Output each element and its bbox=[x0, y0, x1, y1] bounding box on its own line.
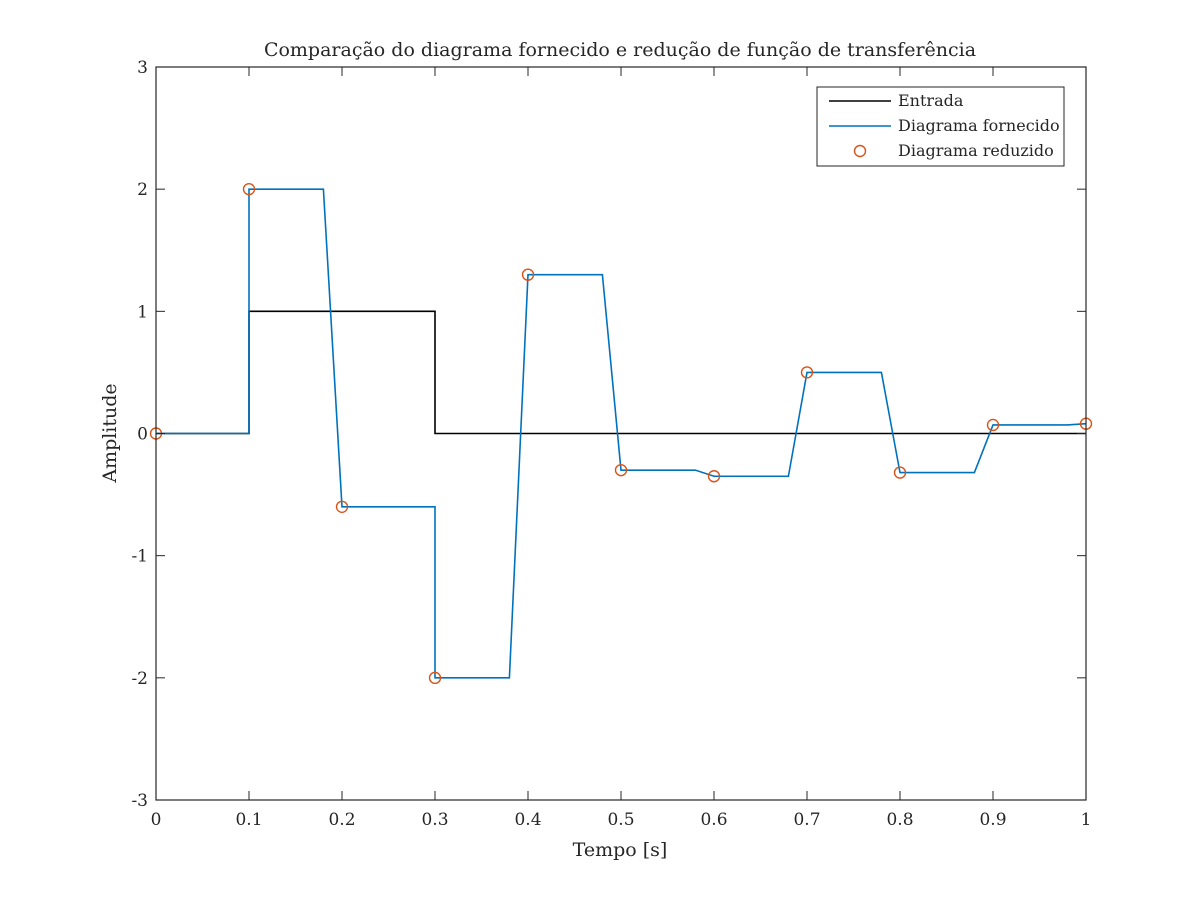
y-tick-label: 0 bbox=[137, 425, 148, 445]
x-tick-label: 0.9 bbox=[979, 810, 1006, 830]
x-tick-label: 0.2 bbox=[328, 810, 355, 830]
y-tick-label: 3 bbox=[137, 58, 148, 78]
data-point-diagrama-reduzido bbox=[521, 268, 535, 281]
y-tick-label: -2 bbox=[131, 669, 148, 689]
data-point-diagrama-reduzido bbox=[614, 463, 628, 477]
y-axis-label: Amplitude bbox=[99, 383, 121, 483]
chart-title: Comparação do diagrama fornecido e reduç… bbox=[264, 39, 976, 61]
x-tick-label: 0.4 bbox=[514, 810, 541, 830]
series-line-diagrama-fornecido bbox=[156, 188, 1087, 679]
x-axis-label: Tempo [s] bbox=[573, 839, 668, 861]
data-point-diagrama-reduzido bbox=[893, 466, 907, 479]
data-point-diagrama-reduzido bbox=[242, 182, 256, 196]
x-tick-label: 0.8 bbox=[886, 810, 913, 830]
legend-label-diagrama-reduzido: Diagrama reduzido bbox=[898, 141, 1054, 160]
x-tick-label: 0.3 bbox=[421, 810, 448, 830]
x-tick-label: 0.1 bbox=[235, 810, 262, 830]
plot-area: 0 0.1 0.2 0.3 0.4 0.5 0.6 0.7 0.8 0.9 1 -3 -2 -1 0 1 2 3 bbox=[131, 58, 1093, 830]
x-tick-label: 1 bbox=[1081, 810, 1092, 830]
data-point-diagrama-reduzido bbox=[707, 470, 721, 483]
x-tick-label: 0.5 bbox=[607, 810, 634, 830]
legend-label-diagrama-fornecido: Diagrama fornecido bbox=[898, 116, 1060, 135]
legend-label-entrada: Entrada bbox=[898, 91, 964, 110]
x-tick-label: 0.6 bbox=[700, 810, 727, 830]
y-tick-label: -1 bbox=[131, 547, 148, 567]
x-tick-label: 0 bbox=[151, 810, 162, 830]
x-tick-label: 0.7 bbox=[793, 810, 820, 830]
data-point-diagrama-reduzido bbox=[986, 418, 1000, 432]
legend-swatch-diagrama-reduzido bbox=[853, 144, 867, 158]
data-point-diagrama-reduzido bbox=[335, 500, 349, 513]
data-point-diagrama-reduzido bbox=[800, 366, 814, 379]
y-tick-label: -3 bbox=[131, 791, 148, 811]
y-tick-label: 2 bbox=[137, 180, 148, 200]
data-point-diagrama-reduzido bbox=[428, 671, 442, 685]
legend: Entrada Diagrama fornecido Diagrama reduzi… bbox=[816, 86, 1065, 167]
y-tick-label: 1 bbox=[137, 302, 148, 322]
